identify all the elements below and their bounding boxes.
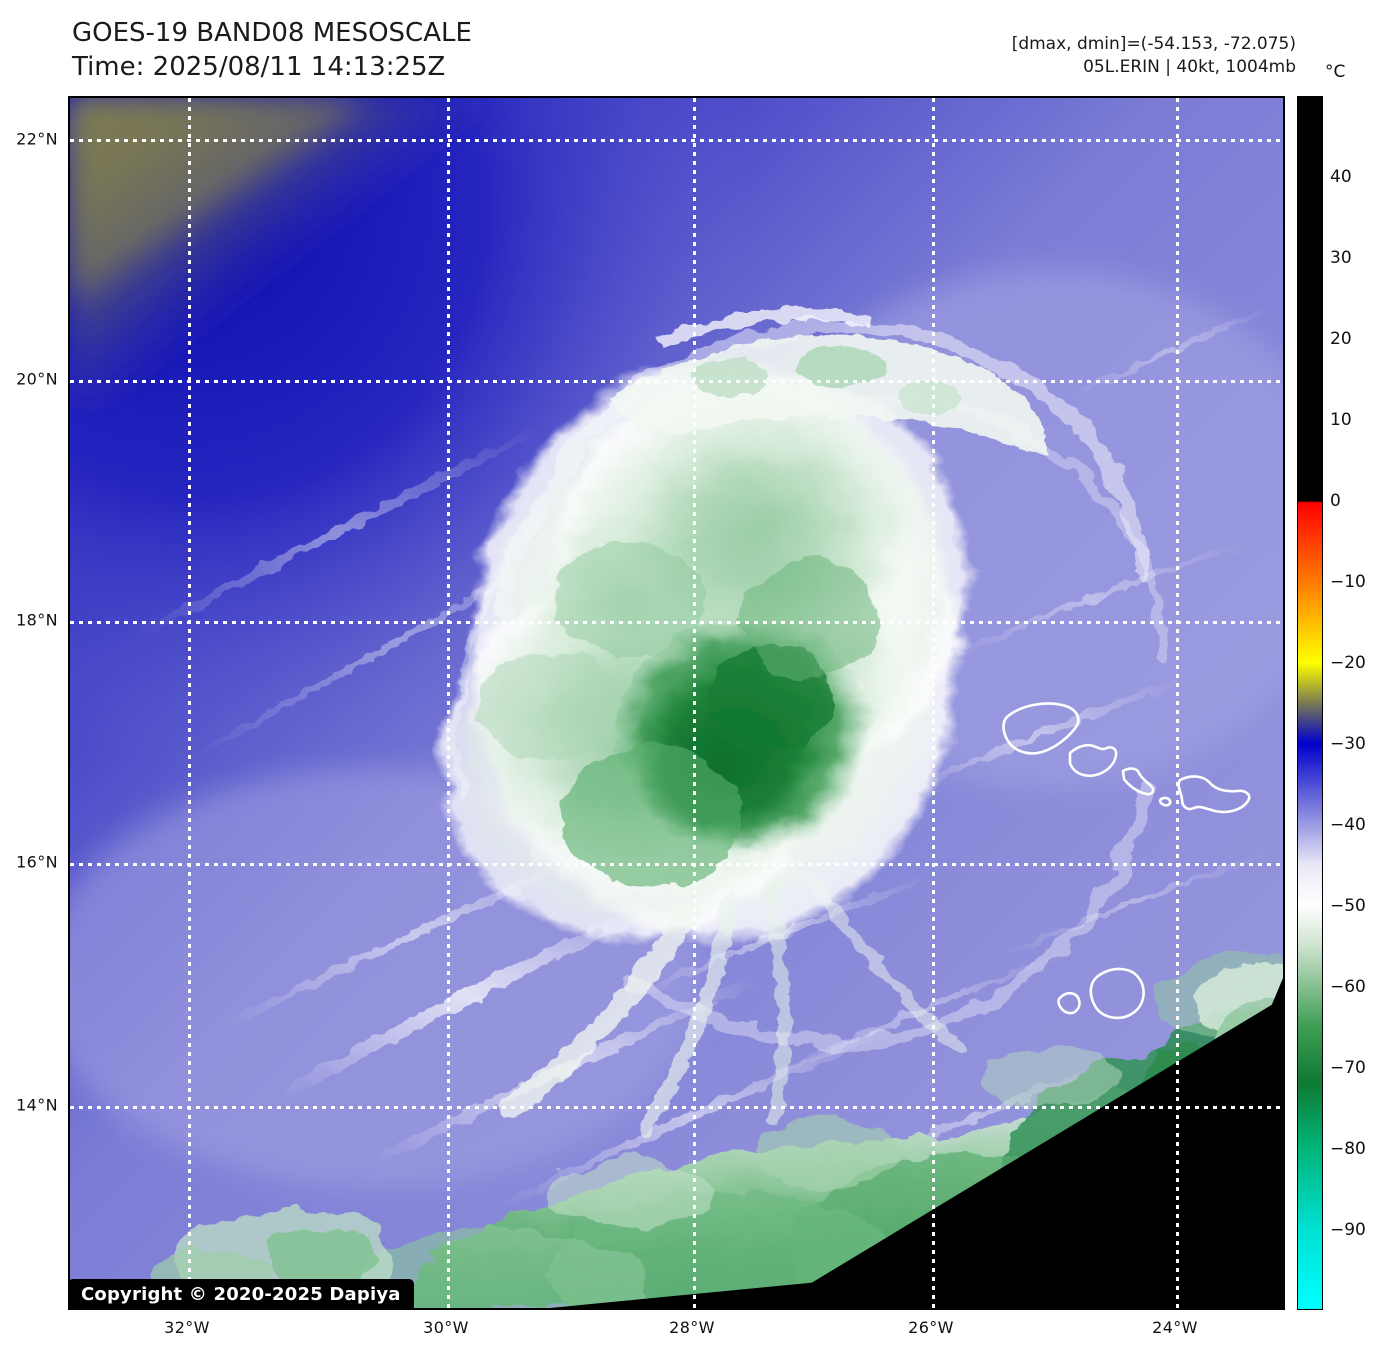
ytick-label: 22°N — [16, 129, 58, 149]
colorbar[interactable] — [1297, 96, 1323, 1310]
copyright-banner: Copyright © 2020-2025 Dapiya — [70, 1279, 414, 1308]
gridline-lat-16n — [70, 863, 1283, 866]
colorbar-tick: −30 — [1330, 734, 1366, 754]
xtick-label: 30°W — [423, 1318, 469, 1337]
colorbar-tick: −90 — [1330, 1220, 1366, 1240]
gridline-lon-26w — [932, 98, 935, 1308]
timestamp-label: Time: 2025/08/11 14:13:25Z — [72, 52, 446, 82]
colorbar-tick: 10 — [1330, 410, 1352, 430]
figure-title-block: GOES-19 BAND08 MESOSCALE Time: 2025/08/1… — [72, 16, 472, 84]
xtick-label: 24°W — [1152, 1318, 1198, 1337]
ytick-label: 18°N — [16, 610, 58, 630]
colorbar-tick: 0 — [1330, 491, 1341, 511]
colorbar-tick: 20 — [1330, 329, 1352, 349]
colorbar-gradient — [1298, 97, 1322, 1309]
colorbar-tick: −10 — [1330, 572, 1366, 592]
gridline-lon-24w — [1176, 98, 1179, 1308]
colorbar-tick: 40 — [1330, 167, 1352, 187]
storm-info-label: 05L.ERIN | 40kt, 1004mb — [1083, 57, 1296, 77]
colorbar-tick: −50 — [1330, 896, 1366, 916]
gridline-lat-18n — [70, 621, 1283, 624]
colorbar-tick: −80 — [1330, 1139, 1366, 1159]
colorbar-tick: −70 — [1330, 1058, 1366, 1078]
colorbar-tick: −20 — [1330, 653, 1366, 673]
colorbar-tick: 30 — [1330, 248, 1352, 268]
satellite-brightness-temperature-raster — [70, 98, 1283, 1308]
page-title: GOES-19 BAND08 MESOSCALE — [72, 18, 472, 48]
gridline-lat-14n — [70, 1106, 1283, 1109]
gridline-lat-20n — [70, 380, 1283, 383]
ytick-label: 14°N — [16, 1095, 58, 1115]
xtick-label: 28°W — [669, 1318, 715, 1337]
gridline-lon-28w — [693, 98, 696, 1308]
ytick-label: 16°N — [16, 852, 58, 872]
map-image-panel[interactable]: Copyright © 2020-2025 Dapiya — [68, 96, 1285, 1310]
gridline-lon-30w — [447, 98, 450, 1308]
gridline-lon-32w — [188, 98, 191, 1308]
xtick-label: 26°W — [908, 1318, 954, 1337]
colorbar-tick: −60 — [1330, 977, 1366, 997]
figure-info-block: [dmax, dmin]=(-54.153, -72.075) 05L.ERIN… — [1012, 33, 1296, 79]
gridline-lat-22n — [70, 139, 1283, 142]
cape-verde-coastlines — [1002, 702, 1251, 1020]
xtick-label: 32°W — [164, 1318, 210, 1337]
dmax-dmin-label: [dmax, dmin]=(-54.153, -72.075) — [1011, 34, 1296, 54]
ytick-label: 20°N — [16, 369, 58, 389]
colorbar-tick: −40 — [1330, 815, 1366, 835]
colorbar-unit-label: °C — [1325, 62, 1346, 82]
